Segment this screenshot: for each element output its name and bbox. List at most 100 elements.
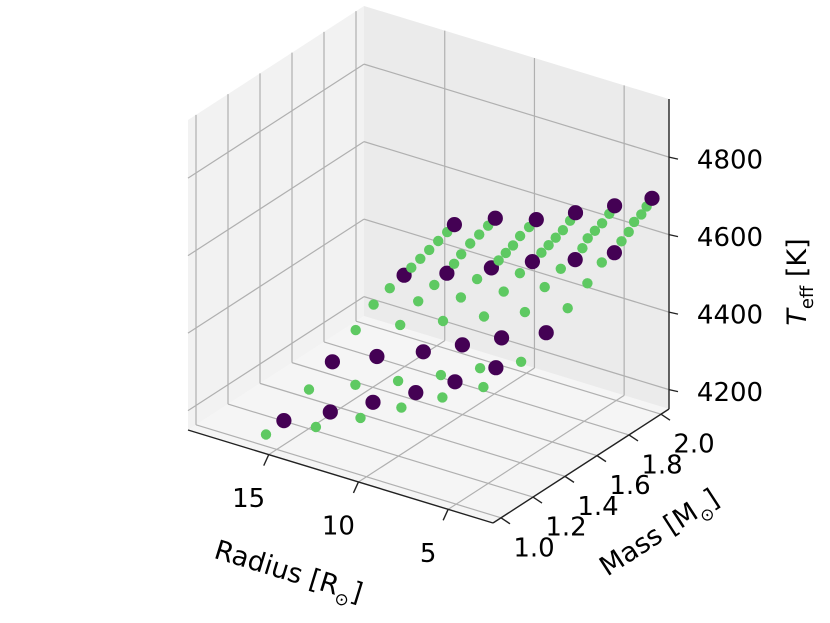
z-gridline-left	[187, 218, 365, 334]
small-data-point	[596, 257, 607, 268]
small-data-point	[514, 268, 526, 279]
z-gridline-left	[187, 63, 365, 179]
y-tick-label: 2.0	[673, 430, 714, 460]
y-tick-mark	[564, 475, 575, 483]
z-gridline-back	[363, 141, 670, 236]
small-data-point	[448, 258, 460, 269]
small-data-point	[471, 273, 483, 285]
axis-edges	[187, 99, 670, 524]
y-gridline-floor	[195, 424, 502, 519]
small-data-point	[435, 369, 447, 381]
small-data-point	[396, 402, 407, 413]
small-data-point	[303, 384, 315, 395]
small-data-point	[498, 286, 509, 297]
small-data-point	[415, 253, 426, 264]
x-gridline-floor	[268, 340, 446, 456]
x-gridline-floor	[447, 394, 625, 510]
z-tick-label: 4600	[697, 223, 763, 253]
small-data-point	[406, 262, 417, 273]
y-tick-label: 1.4	[577, 492, 618, 522]
tick-marks	[263, 156, 679, 525]
left-pane	[188, 6, 364, 430]
small-data-point	[582, 233, 593, 244]
y-gridline-floor	[291, 362, 598, 457]
z-tick-mark	[668, 311, 679, 315]
small-data-point	[474, 229, 485, 240]
x-tick-mark	[352, 481, 360, 494]
small-data-point	[500, 247, 511, 259]
large-data-point	[538, 325, 554, 341]
small-data-point	[623, 226, 634, 238]
z-gridline-left	[187, 141, 365, 257]
small-data-point	[350, 324, 361, 336]
small-data-point	[456, 249, 467, 260]
large-data-point	[606, 245, 623, 261]
gridlines	[187, 11, 670, 519]
small-data-point	[395, 319, 406, 331]
small-data-point	[350, 379, 361, 390]
small-data-point	[310, 421, 322, 433]
small-data-point	[577, 243, 588, 254]
small-data-point	[474, 363, 486, 374]
small-data-point	[260, 429, 272, 440]
small-data-point	[384, 283, 395, 294]
large-data-point	[454, 337, 470, 353]
small-data-point	[392, 375, 404, 387]
large-data-point	[487, 210, 503, 226]
small-data-point	[515, 356, 527, 367]
y-tick-label: 1.6	[609, 471, 650, 501]
small-data-point	[429, 279, 440, 291]
small-data-point	[437, 315, 449, 327]
tick-labels: 5 10 15 1.01.21.41.61.82.0 4200 4400 4600 4800	[232, 146, 763, 569]
x-tick-label: 15	[232, 484, 265, 514]
small-data-point	[437, 392, 448, 403]
large-data-point	[365, 394, 381, 410]
small-data-point	[543, 240, 554, 251]
small-data-point	[628, 216, 640, 228]
y-tick-label: 1.8	[641, 450, 682, 480]
small-data-point	[424, 244, 435, 256]
small-data-point	[596, 218, 608, 229]
y-tick-mark	[500, 517, 511, 525]
z-gridline-left	[187, 296, 365, 412]
z-gridline-back	[363, 218, 670, 313]
x-axis-line	[187, 429, 494, 524]
small-data-point	[636, 209, 647, 220]
large-data-point	[447, 374, 463, 390]
small-data-point	[519, 306, 531, 318]
z-tick-label: 4800	[697, 146, 763, 176]
large-data-point	[324, 354, 340, 370]
small-data-point	[557, 225, 569, 236]
y-tick-mark	[628, 434, 639, 442]
large-data-point	[528, 212, 544, 228]
small-data-point	[368, 299, 379, 310]
small-data-point	[493, 255, 504, 266]
small-data-point	[514, 230, 526, 242]
z-tick-mark	[668, 233, 679, 238]
x-tick-mark	[263, 454, 270, 466]
x-tick-mark	[442, 509, 449, 521]
z-tick-label: 4400	[697, 301, 763, 331]
large-data-point	[408, 385, 424, 401]
small-data-point	[433, 235, 444, 247]
small-data-point	[536, 247, 547, 258]
z-tick-mark	[668, 156, 679, 160]
small-data-point	[455, 292, 467, 303]
small-data-point	[562, 303, 573, 314]
large-data-point	[494, 330, 510, 346]
y-tick-mark	[660, 413, 671, 421]
large-data-point	[439, 265, 455, 281]
small-data-point	[555, 263, 566, 274]
small-data-point	[507, 240, 519, 251]
data-points	[260, 190, 660, 440]
y-gridline-floor	[355, 320, 662, 415]
small-data-point	[478, 311, 490, 322]
small-data-point	[478, 381, 489, 393]
y-axis-line	[492, 408, 670, 524]
y-tick-mark	[532, 496, 543, 504]
large-data-point	[607, 198, 623, 214]
y-tick-label: 1.0	[513, 533, 554, 563]
small-data-point	[413, 296, 424, 307]
small-data-point	[539, 281, 550, 293]
